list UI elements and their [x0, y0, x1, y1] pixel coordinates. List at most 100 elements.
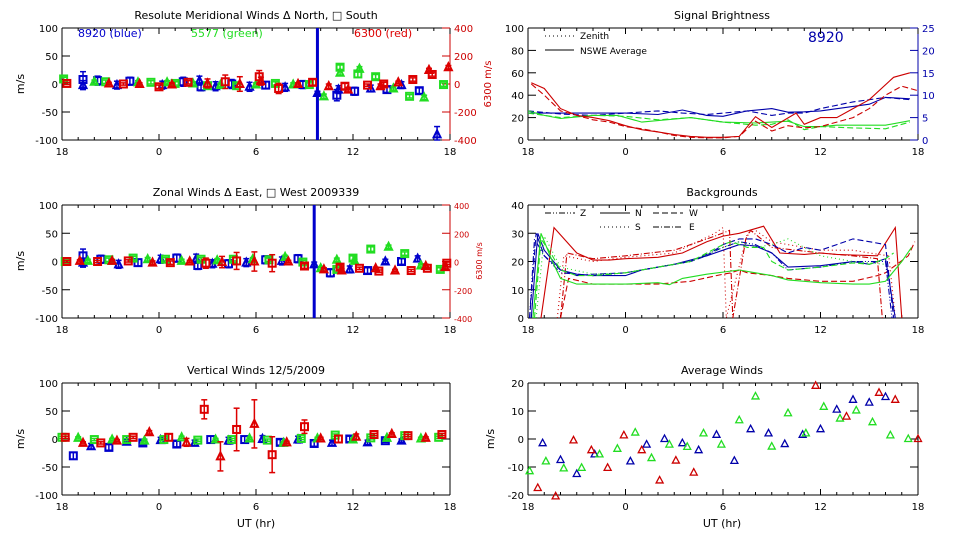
y-tick-label: 40 — [511, 91, 524, 102]
x-tick-label: 18 — [912, 325, 925, 336]
data-point — [82, 254, 93, 265]
data-point — [144, 426, 155, 437]
data-point — [841, 411, 852, 420]
x-tick-label: 6 — [720, 502, 726, 513]
x-tick-label: 12 — [814, 502, 827, 513]
data-point — [559, 463, 569, 472]
data-point — [750, 391, 761, 400]
x-tick-label: 18 — [56, 325, 69, 336]
y-tick-label: 40 — [511, 201, 524, 212]
data-point — [443, 60, 454, 72]
x-tick-label: 6 — [253, 325, 259, 336]
data-point — [422, 263, 432, 273]
data-point — [659, 433, 670, 443]
series-line — [527, 112, 911, 131]
data-point — [400, 249, 410, 259]
series-line — [531, 72, 911, 138]
x-tick-label: 6 — [253, 502, 259, 513]
data-point — [655, 475, 665, 484]
x-tick-label: 0 — [622, 147, 628, 158]
data-point — [133, 258, 143, 268]
data-point — [642, 439, 652, 448]
y-tick-label: 20 — [511, 258, 524, 269]
data-point — [159, 435, 169, 445]
data-point — [176, 431, 187, 442]
data-point — [323, 80, 334, 91]
data-point — [371, 72, 381, 82]
data-point — [296, 433, 306, 443]
x-tick-label: 18 — [912, 502, 925, 513]
x-tick-label: 12 — [347, 325, 360, 336]
data-point — [77, 436, 89, 447]
data-point — [379, 79, 389, 89]
data-point — [312, 86, 323, 97]
y2-tick-label: 0 — [922, 136, 928, 147]
data-point — [172, 439, 182, 449]
data-point — [716, 439, 726, 448]
data-point — [415, 259, 427, 270]
x-tick-label: 18 — [444, 502, 457, 513]
data-point — [161, 76, 173, 87]
data-point — [123, 256, 133, 266]
data-point — [281, 436, 292, 447]
data-point — [694, 444, 704, 454]
y-tick-label: -100 — [35, 314, 58, 325]
data-point — [292, 77, 304, 88]
data-point — [134, 77, 145, 88]
data-point — [147, 256, 158, 267]
data-point — [142, 253, 153, 264]
y2-tick-label: 15 — [922, 69, 935, 80]
zonal-winds-panel: Zonal Winds Δ East, □ West 2009339 m/s 6… — [14, 186, 484, 336]
data-point — [533, 482, 543, 492]
data-point — [165, 258, 175, 268]
data-point — [880, 391, 891, 401]
data-point — [216, 255, 228, 267]
series-line — [530, 83, 919, 139]
y-axis-label: m/s — [484, 429, 497, 449]
data-point — [199, 404, 209, 414]
data-point — [111, 78, 123, 90]
data-point — [555, 454, 566, 464]
data-point — [366, 244, 376, 254]
data-point — [369, 430, 379, 440]
data-point — [664, 439, 674, 448]
chart-title: Zonal Winds Δ East, □ West 2009339 — [153, 186, 360, 199]
annotation-blue: 8920 (blue) — [78, 27, 142, 40]
x-tick-label: 18 — [522, 325, 535, 336]
y2-tick-label: 0 — [454, 259, 459, 268]
data-point — [326, 436, 338, 447]
chart-title: Vertical Winds 12/5/2009 — [187, 364, 325, 377]
data-point — [864, 397, 874, 406]
data-point — [241, 256, 252, 267]
data-point — [351, 430, 362, 441]
data-point — [262, 435, 272, 445]
legend-z-label: Z — [580, 209, 586, 219]
data-point — [637, 444, 647, 454]
data-point — [62, 78, 72, 88]
data-point — [408, 75, 418, 85]
data-point — [383, 240, 394, 251]
data-point — [420, 431, 431, 442]
data-point — [427, 69, 437, 79]
y-axis-label: m/s — [14, 429, 27, 449]
x-tick-label: 0 — [622, 325, 628, 336]
data-point — [729, 455, 739, 464]
data-point — [386, 427, 397, 438]
data-point — [68, 451, 78, 461]
data-point — [874, 387, 884, 396]
data-point — [406, 266, 416, 276]
data-point — [344, 263, 355, 274]
y-tick-label: 20 — [511, 379, 524, 390]
series-line — [559, 241, 916, 319]
data-point — [244, 432, 255, 443]
data-point — [612, 443, 622, 452]
data-point — [343, 83, 354, 94]
data-point — [333, 434, 343, 444]
y-tick-label: 80 — [511, 46, 524, 57]
data-point — [783, 407, 793, 417]
y-tick-label: -10 — [508, 463, 524, 474]
data-point — [354, 263, 364, 273]
data-point — [819, 401, 829, 410]
meridional-winds-panel: Resolute Meridional Winds Δ North, □ Sou… — [14, 9, 494, 158]
